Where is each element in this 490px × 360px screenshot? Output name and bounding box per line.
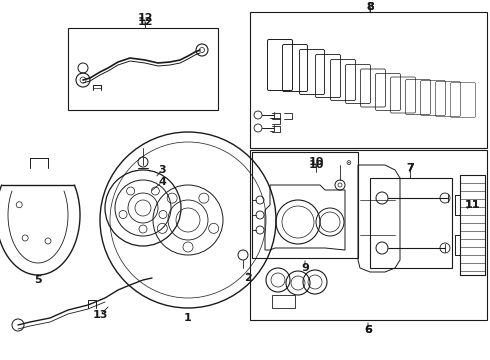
- Text: 10: 10: [308, 157, 324, 167]
- Text: 8: 8: [366, 2, 374, 12]
- Text: 11: 11: [464, 200, 480, 210]
- Text: 12: 12: [137, 17, 153, 27]
- Text: 3: 3: [158, 165, 166, 175]
- Text: 1: 1: [184, 313, 192, 323]
- Text: 8: 8: [366, 2, 374, 12]
- Text: 2: 2: [244, 273, 252, 283]
- Text: 7: 7: [406, 163, 414, 173]
- Text: 6: 6: [364, 325, 372, 335]
- Text: 4: 4: [158, 177, 166, 187]
- Text: ⊙: ⊙: [345, 160, 351, 166]
- Text: 9: 9: [301, 263, 309, 273]
- Text: 6: 6: [364, 325, 372, 335]
- Text: 10: 10: [308, 160, 324, 170]
- Text: 11: 11: [464, 200, 480, 210]
- Text: 12: 12: [137, 13, 153, 23]
- Text: 7: 7: [406, 163, 414, 173]
- Text: 13: 13: [92, 310, 108, 320]
- Text: 5: 5: [34, 275, 42, 285]
